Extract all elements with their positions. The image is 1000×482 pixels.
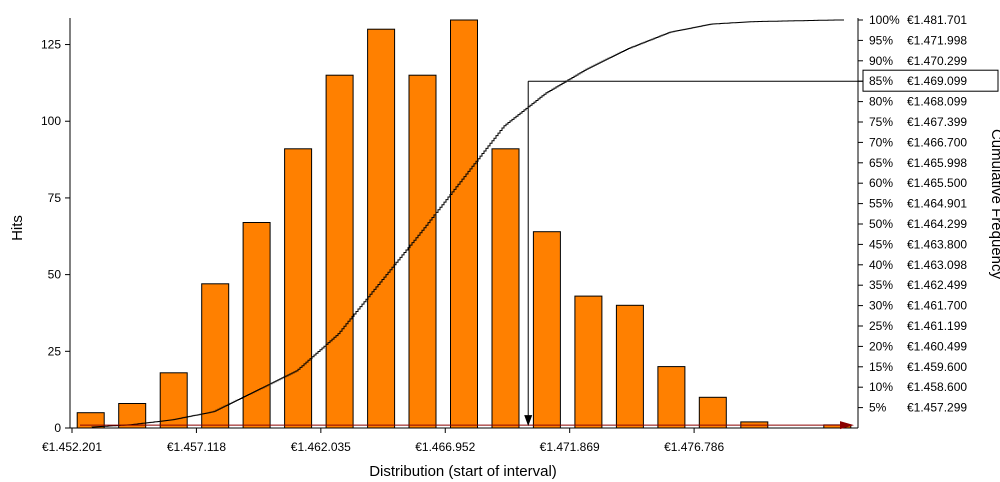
- percentile-pct-5: 75%: [869, 115, 893, 129]
- y-tick-label-3: 75: [48, 191, 62, 205]
- percentile-pct-0: 100%: [869, 13, 900, 27]
- percentile-value-17: €1.459.600: [907, 360, 967, 374]
- bar-15: [698, 396, 727, 429]
- x-tick-label-0: €1.452.201: [42, 440, 102, 454]
- percentile-pct-2: 90%: [869, 54, 893, 68]
- percentile-value-11: €1.463.800: [907, 237, 967, 251]
- y-tick-label-2: 50: [48, 268, 62, 282]
- percentile-value-5: €1.467.399: [907, 115, 967, 129]
- percentile-pct-4: 80%: [869, 95, 893, 109]
- percentile-value-0: €1.481.701: [907, 13, 967, 27]
- bar-2: [159, 372, 188, 429]
- bar-11: [532, 231, 561, 429]
- percentile-value-12: €1.463.098: [907, 258, 967, 272]
- percentile-pct-1: 95%: [869, 33, 893, 47]
- bar-3: [201, 283, 230, 429]
- percentile-value-14: €1.461.700: [907, 299, 967, 313]
- percentile-value-18: €1.458.600: [907, 380, 967, 394]
- percentile-value-19: €1.457.299: [907, 401, 967, 415]
- percentile-pct-12: 40%: [869, 258, 893, 272]
- bar-7: [367, 28, 396, 429]
- right-axis: 100% €1.481.701 95% €1.471.998 90% €1.470.299…: [858, 13, 967, 415]
- percentile-value-10: €1.464.299: [907, 217, 967, 231]
- y-tick-label-0: 0: [54, 421, 61, 435]
- percentile-pct-15: 25%: [869, 319, 893, 333]
- bar-4: [242, 222, 271, 429]
- x-tick-label-4: €1.471.869: [540, 440, 600, 454]
- percentile-pct-11: 45%: [869, 237, 893, 251]
- y-tick-label-1: 25: [48, 344, 62, 358]
- percentile-value-6: €1.466.700: [907, 135, 967, 149]
- percentile-pct-18: 10%: [869, 380, 893, 394]
- percentile-value-1: €1.471.998: [907, 33, 967, 47]
- percentile-pct-3: 85%: [869, 74, 893, 88]
- percentile-pct-9: 55%: [869, 197, 893, 211]
- percentile-value-2: €1.470.299: [907, 54, 967, 68]
- percentile-pct-6: 70%: [869, 135, 893, 149]
- percentile-marker: [80, 69, 999, 430]
- bar-14: [657, 366, 686, 429]
- percentile-pct-19: 5%: [869, 401, 887, 415]
- percentile-value-4: €1.468.099: [907, 95, 967, 109]
- cumulative-curve-group: [91, 19, 844, 428]
- percentile-pct-17: 15%: [869, 360, 893, 374]
- baseline-arrowhead: [840, 421, 854, 430]
- bar-9: [450, 19, 478, 429]
- cumulative-curve: [91, 19, 844, 428]
- percentile-pct-13: 35%: [869, 278, 893, 292]
- x-tick-label-2: €1.462.035: [291, 440, 351, 454]
- y-tick-label-4: 100: [41, 114, 61, 128]
- percentile-value-8: €1.465.500: [907, 176, 967, 190]
- bar-10: [491, 148, 520, 429]
- percentile-pct-10: 50%: [869, 217, 893, 231]
- bar-6: [325, 74, 354, 429]
- percentile-value-15: €1.461.199: [907, 319, 967, 333]
- percentile-pct-8: 60%: [869, 176, 893, 190]
- bar-12: [574, 295, 603, 429]
- percentile-value-16: €1.460.499: [907, 339, 967, 353]
- x-axis-title: Distribution (start of interval): [369, 463, 557, 480]
- y2-axis-title: Cumulative Frequency: [988, 129, 1000, 280]
- percentile-value-13: €1.462.499: [907, 278, 967, 292]
- x-tick-label-3: €1.466.952: [415, 440, 475, 454]
- percentile-value-7: €1.465.998: [907, 156, 967, 170]
- x-tick-label-1: €1.457.118: [167, 440, 226, 454]
- percentile-value-3: €1.469.099: [907, 74, 967, 88]
- bar-series: [76, 19, 852, 429]
- percentile-value-9: €1.464.901: [907, 197, 967, 211]
- left-axis: 0 25 50 75 100 125: [41, 38, 70, 435]
- bottom-axis: €1.452.201 €1.457.118 €1.462.035 €1.466.952…: [42, 428, 724, 454]
- bar-8: [408, 74, 437, 429]
- highlight-arrowhead: [524, 415, 533, 427]
- percentile-pct-16: 20%: [869, 339, 893, 353]
- bar-0: [76, 412, 105, 429]
- bar-5: [284, 148, 313, 429]
- x-tick-label-5: €1.476.786: [664, 440, 724, 454]
- percentile-pct-7: 65%: [869, 156, 893, 170]
- percentile-pct-14: 30%: [869, 299, 893, 313]
- bar-13: [615, 304, 644, 429]
- y-tick-label-5: 125: [41, 38, 61, 52]
- y-axis-title: Hits: [9, 215, 26, 241]
